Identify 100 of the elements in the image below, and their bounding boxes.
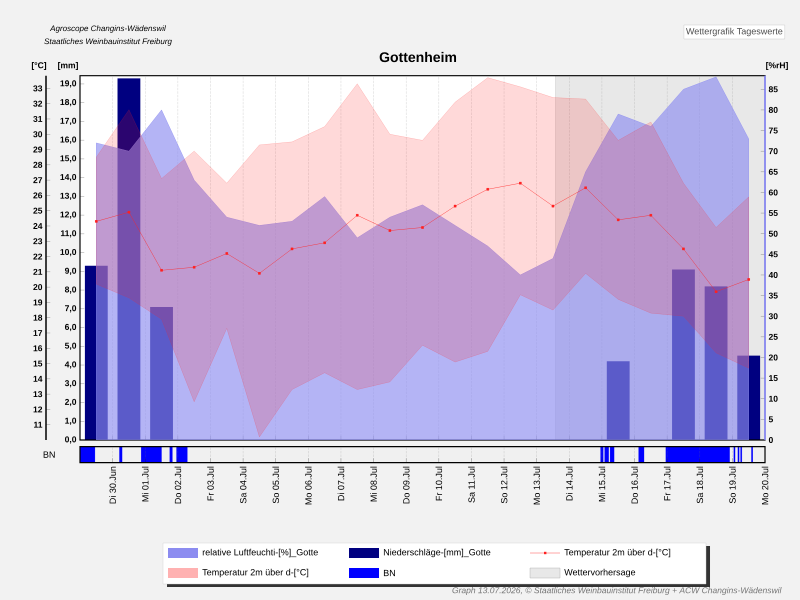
x-tick-label: Sa 18.Jul	[696, 466, 704, 504]
point	[323, 241, 326, 244]
y2-tick-label: 0	[768, 436, 773, 443]
y2-tick-label: 85	[768, 86, 778, 92]
bar	[118, 78, 140, 440]
y2-tick-label: 65	[768, 168, 778, 175]
y3-tick-label: 14	[34, 376, 42, 382]
bar	[606, 361, 630, 440]
y-tick-label: 10,0	[60, 248, 76, 256]
text: Staatliches Weinbauinstitut Freiburg	[44, 38, 172, 46]
point	[486, 188, 490, 191]
y-tick-label: 8,0	[64, 286, 76, 294]
y2-tick-label: 10	[769, 396, 778, 402]
point	[616, 218, 620, 222]
text: Temperatur 2m über d-[°C]	[202, 568, 308, 578]
y-tick-label: 4,0	[64, 361, 76, 369]
point	[258, 272, 261, 275]
x-tick-label: Do 02.Jul	[174, 466, 182, 504]
bar	[672, 269, 695, 440]
bar	[150, 306, 173, 440]
x-tick-label: So 19.Jul	[729, 466, 736, 504]
y3-tick-label: 15	[34, 360, 42, 367]
y-axis-title: [mm]	[58, 62, 78, 70]
y3-tick-label: 29	[33, 146, 42, 153]
y-axis-title: BN	[44, 452, 55, 458]
y2-tick-label: 75	[768, 128, 778, 134]
y3-tick-label: 16	[34, 345, 42, 352]
y2-tick-label: 70	[768, 148, 778, 154]
x-tick-label: Fr 03.Jul	[207, 466, 214, 500]
y-tick-label: 14,0	[60, 174, 76, 182]
y2-tick-label: 80	[768, 106, 778, 113]
text: Agroscope Changins-Wädenswil	[50, 25, 166, 33]
y-tick-label: 0,0	[65, 436, 76, 444]
point	[747, 278, 750, 281]
y3-axis-title: [°C]	[32, 62, 46, 70]
x-tick-label: Mo 20.Jul	[762, 466, 768, 504]
y3-tick-label: 28	[33, 162, 42, 168]
y-tick-label: 2,0	[64, 398, 76, 406]
chart-title: Gottenheim	[380, 52, 456, 62]
y2-tick-label: 15	[769, 375, 778, 382]
point	[682, 248, 685, 250]
y-tick-label: 5,0	[64, 342, 76, 350]
y-tick-label: 12,0	[60, 211, 76, 219]
y-tick-label: 6,0	[64, 324, 76, 332]
y3-tick-label: 30	[33, 131, 42, 138]
y3-tick-label: 25	[33, 208, 42, 214]
x-tick-label: Mo 06.Jul	[305, 466, 312, 504]
y3-tick-label: 11	[34, 422, 42, 428]
point	[356, 214, 359, 217]
point	[192, 266, 196, 269]
bar	[704, 286, 728, 440]
point	[454, 204, 456, 208]
y-tick-label: 19,0	[60, 80, 76, 88]
y3-tick-label: 31	[33, 116, 42, 122]
legend-label: Wettervorhersage	[564, 568, 636, 578]
y-tick-label: 16,0	[60, 136, 76, 144]
x-tick-label: So 12.Jul	[500, 466, 508, 504]
x-tick-label: Fr 10.Jul	[436, 466, 442, 500]
point	[388, 229, 392, 232]
y2-axis-title: [%rH]	[766, 62, 788, 70]
x-tick-label: Sa 04.Jul	[240, 466, 246, 504]
x-tick-label: Di 30.Jun	[109, 466, 116, 504]
x-tick-label: Fr 17.Jul	[664, 466, 670, 500]
x-tick-label: Mi 01.Jul	[142, 466, 149, 502]
y3-tick-label: 12	[34, 406, 42, 412]
y3-tick-label: 22	[33, 254, 42, 260]
chart-subtitle: Wettergrafik Tageswerte	[686, 28, 782, 36]
point	[160, 269, 163, 272]
y2-tick-label: 35	[768, 292, 778, 299]
point	[225, 252, 228, 255]
y3-tick-label: 27	[33, 177, 42, 184]
legend-label: BN	[384, 570, 395, 576]
y3-tick-label: 26	[33, 192, 42, 198]
x-tick-label: Di 07.Jul	[338, 466, 344, 500]
y3-tick-label: 13	[34, 391, 42, 398]
y3-tick-label: 23	[33, 238, 42, 244]
y3-tick-label: 20	[33, 284, 42, 290]
x-tick-label: Mo 13.Jul	[533, 466, 540, 504]
y3-tick-label: 19	[34, 299, 42, 306]
y3-tick-label: 18	[34, 314, 42, 321]
point	[584, 186, 587, 190]
y-tick-label: 11,0	[60, 230, 76, 238]
y2-tick-label: 5	[768, 416, 774, 422]
y-tick-label: 18,0	[60, 99, 76, 106]
y-tick-label: 7,0	[65, 305, 76, 312]
y2-tick-label: 25	[768, 334, 778, 340]
y3-tick-label: 32	[33, 100, 42, 107]
x-tick-label: Do 09.Jul	[402, 466, 410, 504]
y3-tick-label: 24	[33, 223, 42, 229]
legend-label: Temperatur 2m über d-[°C]	[564, 548, 670, 558]
point	[714, 290, 718, 294]
point	[552, 204, 554, 208]
bar	[737, 356, 760, 440]
y2-tick-label: 45	[768, 251, 778, 258]
point	[650, 214, 652, 217]
point	[95, 220, 98, 223]
y3-tick-label: 17	[34, 330, 42, 336]
x-tick-label: Mi 08.Jul	[370, 466, 377, 502]
legend-label: Niederschläge-[mm]_Gotte	[384, 548, 490, 558]
bar	[84, 266, 108, 440]
